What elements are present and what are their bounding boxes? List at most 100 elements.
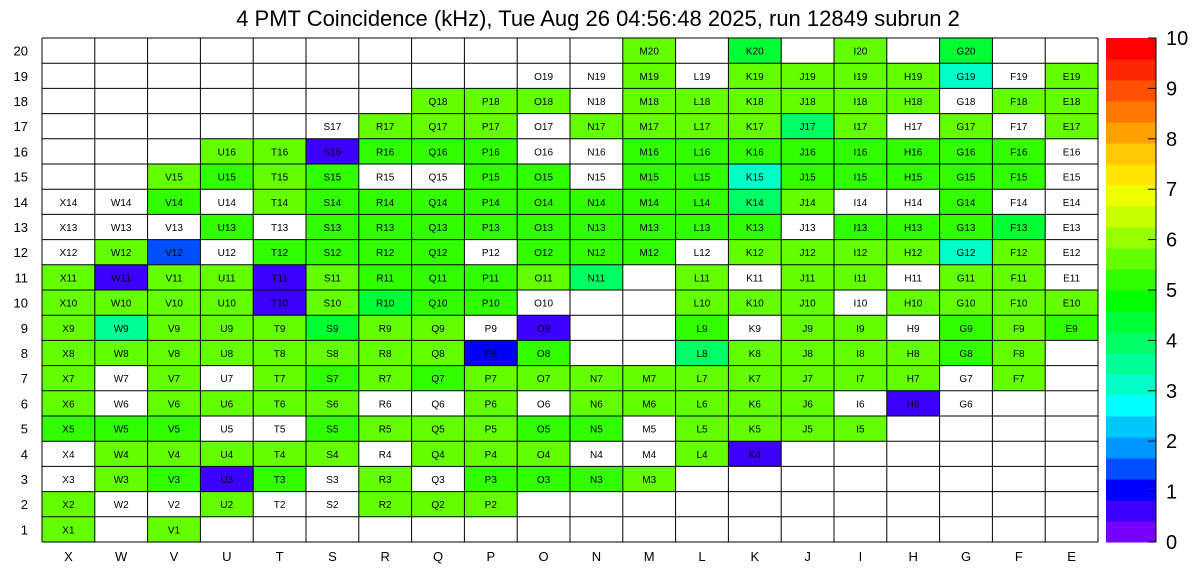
cell-label: N11 bbox=[588, 273, 606, 284]
cell-label: W12 bbox=[111, 248, 132, 259]
cell-label: H8 bbox=[907, 349, 920, 360]
x-tick-label: T bbox=[276, 549, 284, 564]
cell-rect bbox=[253, 138, 306, 164]
empty-cell-rect bbox=[781, 466, 834, 492]
heatmap-cell: M5 bbox=[622, 416, 676, 442]
empty-cell-rect bbox=[939, 416, 993, 442]
cell-rect bbox=[200, 164, 254, 190]
heatmap-cell bbox=[834, 491, 887, 517]
cell-rect bbox=[675, 416, 729, 442]
cell-label: I7 bbox=[856, 374, 865, 385]
color-bar-tick-label: 2 bbox=[1166, 431, 1177, 453]
empty-cell-rect bbox=[306, 516, 359, 542]
cell-label: O5 bbox=[537, 425, 551, 436]
heatmap-cell: F14 bbox=[992, 189, 1046, 215]
heatmap-cell bbox=[1045, 416, 1098, 442]
heatmap-cell: G18 bbox=[939, 88, 993, 114]
color-bar-segment bbox=[1106, 521, 1156, 543]
heatmap-cell: Q5 bbox=[411, 416, 465, 442]
cell-rect bbox=[464, 239, 518, 265]
cell-label: T4 bbox=[274, 450, 286, 461]
empty-cell-rect bbox=[42, 113, 95, 139]
heatmap-cell: R15 bbox=[358, 164, 412, 190]
cell-rect bbox=[834, 113, 887, 139]
heatmap-cell bbox=[1045, 466, 1098, 492]
y-tick-label: 8 bbox=[21, 346, 28, 361]
cell-rect bbox=[992, 290, 1046, 316]
heatmap-cell: G13 bbox=[939, 214, 993, 240]
empty-cell-rect bbox=[939, 466, 993, 492]
color-bar-tick-label: 5 bbox=[1166, 280, 1177, 302]
cell-rect bbox=[728, 441, 782, 467]
cell-rect bbox=[253, 189, 306, 215]
heatmap-cell: W10 bbox=[94, 290, 148, 316]
cell-rect bbox=[358, 466, 412, 492]
empty-cell-rect bbox=[939, 491, 993, 517]
empty-cell-rect bbox=[675, 38, 729, 64]
heatmap-cell: Q7 bbox=[411, 365, 465, 391]
cell-rect bbox=[147, 189, 201, 215]
cell-label: J9 bbox=[802, 324, 813, 335]
cell-label: G16 bbox=[957, 147, 976, 158]
x-tick-label: F bbox=[1015, 549, 1023, 564]
empty-cell-rect bbox=[1045, 516, 1098, 542]
heatmap-cell: J6 bbox=[781, 390, 834, 416]
cell-rect bbox=[886, 340, 940, 366]
cell-rect bbox=[622, 214, 676, 240]
heatmap-cell: E16 bbox=[1045, 138, 1098, 164]
cell-rect bbox=[939, 214, 993, 240]
cell-rect bbox=[781, 390, 834, 416]
cell-label: I10 bbox=[853, 299, 867, 310]
color-bar-segment bbox=[1106, 206, 1156, 228]
cell-rect bbox=[358, 239, 412, 265]
cell-label: G17 bbox=[957, 122, 976, 133]
cell-label: L15 bbox=[694, 173, 711, 184]
cell-rect bbox=[147, 290, 201, 316]
empty-cell-rect bbox=[675, 491, 729, 517]
empty-cell-rect bbox=[200, 516, 254, 542]
empty-cell-rect bbox=[42, 63, 95, 89]
cell-label: H13 bbox=[904, 223, 923, 234]
heatmap-cell bbox=[622, 491, 676, 517]
cell-rect bbox=[886, 113, 940, 139]
cell-label: I13 bbox=[853, 223, 867, 234]
heatmap-cell: U9 bbox=[200, 315, 254, 341]
heatmap-cell: V9 bbox=[147, 315, 201, 341]
cell-rect bbox=[358, 290, 412, 316]
cell-rect bbox=[517, 315, 570, 341]
cell-rect bbox=[622, 466, 676, 492]
color-bar-tick-label: 9 bbox=[1166, 78, 1177, 100]
cell-label: W8 bbox=[114, 349, 129, 360]
heatmap-cell: R16 bbox=[358, 138, 412, 164]
empty-cell-rect bbox=[94, 516, 148, 542]
heatmap-cell bbox=[622, 290, 676, 316]
cell-label: G10 bbox=[957, 299, 976, 310]
heatmap-cell bbox=[358, 88, 412, 114]
heatmap-cell: V8 bbox=[147, 340, 201, 366]
heatmap-cell: U10 bbox=[200, 290, 254, 316]
heatmap-cell: X2 bbox=[42, 491, 95, 517]
cell-label: U7 bbox=[220, 374, 233, 385]
cell-label: E16 bbox=[1063, 147, 1081, 158]
color-bar-segment bbox=[1106, 248, 1156, 270]
cell-rect bbox=[306, 390, 359, 416]
heatmap-cell: U5 bbox=[200, 416, 254, 442]
y-tick-label: 19 bbox=[14, 69, 28, 84]
heatmap-cell: T3 bbox=[253, 466, 306, 492]
cell-rect bbox=[1045, 290, 1098, 316]
cell-label: J14 bbox=[800, 198, 817, 209]
heatmap-cell bbox=[306, 88, 359, 114]
heatmap-cell: U3 bbox=[200, 466, 254, 492]
cell-label: M3 bbox=[642, 475, 656, 486]
cell-label: M19 bbox=[639, 72, 659, 83]
heatmap-cell: X6 bbox=[42, 390, 95, 416]
heatmap-cell bbox=[834, 516, 887, 542]
heatmap-cell: G9 bbox=[939, 315, 993, 341]
heatmap-cell bbox=[464, 38, 518, 64]
color-bar-tick-label: 0 bbox=[1166, 532, 1177, 554]
cell-label: H15 bbox=[904, 173, 923, 184]
heatmap-cell: O13 bbox=[517, 214, 570, 240]
heatmap-cell: S8 bbox=[306, 340, 359, 366]
heatmap-cell: N17 bbox=[570, 113, 623, 139]
empty-cell-rect bbox=[42, 88, 95, 114]
